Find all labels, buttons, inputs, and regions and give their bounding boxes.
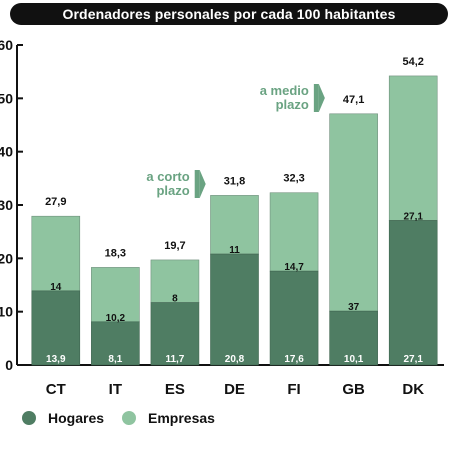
hogares-value-label: 27,1 xyxy=(403,354,423,365)
bar-hogares xyxy=(150,302,200,366)
bar-empresas xyxy=(210,195,259,255)
bar-hogares xyxy=(269,270,319,366)
annotation-text: plazo xyxy=(276,97,309,112)
y-tick-label: 0 xyxy=(5,357,13,373)
annotation-text: plazo xyxy=(156,183,189,198)
bar-hogares xyxy=(329,310,378,366)
bar-hogares xyxy=(388,220,438,366)
legend-item-hogares: Hogares xyxy=(22,410,104,426)
legend-swatch-empresas xyxy=(122,411,136,425)
bar-empresas xyxy=(388,75,438,221)
bar-hogares xyxy=(210,253,259,366)
legend-label-empresas: Empresas xyxy=(148,410,215,426)
category-label: ES xyxy=(165,381,185,398)
annotation-arrow-shaft xyxy=(194,170,200,198)
total-label: 18,3 xyxy=(105,247,126,259)
y-tick-label: 20 xyxy=(0,250,13,266)
stacked-bar-chart: 0 10 20 30 40 50 60 27,9 14 13,9 CT 18,3 10,2 8,1 IT 19… xyxy=(0,37,444,398)
empresas-value-label: 11 xyxy=(229,245,240,256)
annotation-arrow-shaft xyxy=(313,84,319,112)
total-label: 31,8 xyxy=(224,175,245,187)
annotation-arrow-head xyxy=(199,170,206,198)
hogares-value-label: 11,7 xyxy=(165,354,184,365)
category-label: FI xyxy=(287,381,300,398)
category-label: DK xyxy=(402,381,424,398)
empresas-value-label: 14 xyxy=(50,282,62,293)
annotation-arrow-head xyxy=(318,84,325,112)
legend-swatch-hogares xyxy=(22,411,36,425)
y-tick-label: 40 xyxy=(0,144,13,160)
bar-hogares xyxy=(91,321,140,366)
bar-empresas xyxy=(269,192,319,272)
category-label: DE xyxy=(224,381,245,398)
legend-label-hogares: Hogares xyxy=(48,410,105,426)
total-label: 27,9 xyxy=(45,196,66,208)
empresas-value-label: 14,7 xyxy=(284,262,304,273)
y-tick-label: 10 xyxy=(0,304,13,320)
empresas-value-label: 10,2 xyxy=(106,313,126,324)
empresas-value-label: 27,1 xyxy=(403,211,423,222)
category-label: IT xyxy=(109,381,122,398)
annotation-text: a corto xyxy=(146,169,189,184)
hogares-value-label: 13,9 xyxy=(46,354,66,365)
bar-empresas xyxy=(31,215,81,292)
category-label: GB xyxy=(342,381,365,398)
hogares-value-label: 8,1 xyxy=(108,354,122,365)
bar-empresas xyxy=(150,259,200,303)
bar-empresas xyxy=(91,267,140,323)
chart-title: Ordenadores personales por cada 100 habi… xyxy=(10,3,448,25)
y-tick-label: 60 xyxy=(0,37,13,53)
legend: Hogares Empresas xyxy=(0,410,450,440)
y-tick-label: 30 xyxy=(0,197,13,213)
bar-hogares xyxy=(31,290,81,366)
annotation-text: a medio xyxy=(260,83,309,98)
bar-empresas xyxy=(329,113,378,312)
total-label: 54,2 xyxy=(403,56,424,68)
total-label: 47,1 xyxy=(343,94,364,106)
category-label: CT xyxy=(46,381,66,398)
hogares-value-label: 10,1 xyxy=(344,354,364,365)
total-label: 19,7 xyxy=(164,240,185,252)
total-label: 32,3 xyxy=(283,173,304,185)
legend-item-empresas: Empresas xyxy=(122,410,215,426)
hogares-value-label: 20,8 xyxy=(225,354,245,365)
empresas-value-label: 37 xyxy=(348,302,360,313)
hogares-value-label: 17,6 xyxy=(284,354,304,365)
empresas-value-label: 8 xyxy=(172,294,178,305)
y-tick-label: 50 xyxy=(0,90,13,106)
